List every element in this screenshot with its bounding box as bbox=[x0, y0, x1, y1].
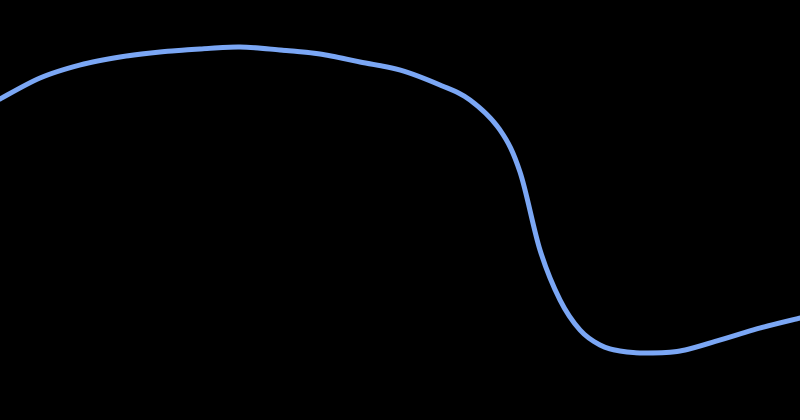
series-group bbox=[0, 44, 800, 356]
data-series-line bbox=[0, 44, 800, 356]
